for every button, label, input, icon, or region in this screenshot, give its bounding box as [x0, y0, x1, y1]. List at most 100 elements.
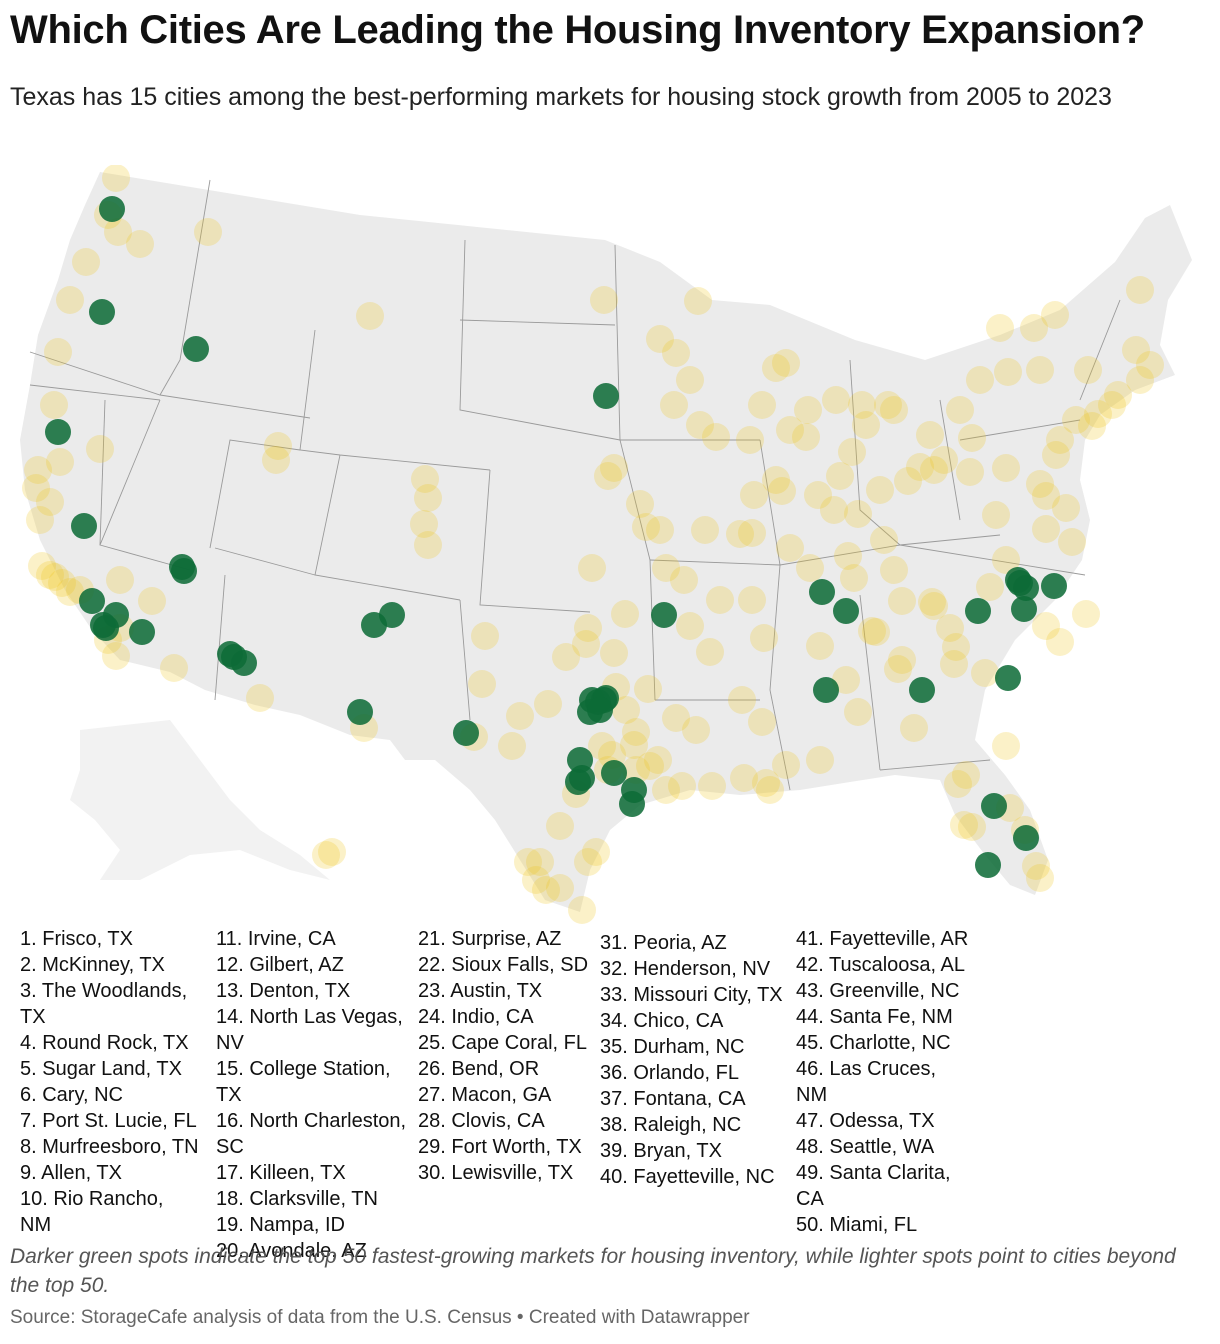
state-border — [879, 759, 991, 771]
other-city-markers — [22, 165, 1164, 924]
legend-item: 25. Cape Coral, FL — [418, 1032, 587, 1054]
city-dot-other — [832, 666, 860, 694]
city-dot-other — [194, 218, 222, 246]
legend-item: 19. Nampa, ID — [216, 1214, 345, 1236]
legend-item: 45. Charlotte, NC — [796, 1032, 951, 1054]
city-dot-other — [936, 614, 964, 642]
city-dot-other — [106, 566, 134, 594]
city-dot-top50 — [1013, 825, 1039, 851]
city-dot-other — [41, 563, 69, 591]
city-dot-other — [644, 746, 672, 774]
state-border — [939, 399, 961, 521]
legend-item: 18. Clarksville, TN — [216, 1188, 378, 1210]
city-dot-other — [24, 456, 52, 484]
city-dot-other — [1104, 381, 1132, 409]
city-dot-top50 — [453, 720, 479, 746]
city-dot-other — [702, 423, 730, 451]
chart-title: Which Cities Are Leading the Housing Inv… — [10, 8, 1145, 52]
city-dot-top50 — [587, 697, 613, 723]
city-dot-other — [1078, 412, 1106, 440]
legend-item: 40. Fayetteville, NC — [600, 1166, 775, 1188]
legend-item: 44. Santa Fe, NM — [796, 1006, 953, 1028]
city-dot-other — [646, 325, 674, 353]
city-dot-other — [138, 587, 166, 615]
legend-item: 4. Round Rock, TX — [20, 1032, 189, 1054]
city-dot-other — [1032, 482, 1060, 510]
city-dot-other — [36, 561, 64, 589]
city-dot-other — [880, 396, 908, 424]
legend-col-2: 11. Irvine, CA 12. Gilbert, AZ 13. Dento… — [216, 926, 411, 1264]
city-dot-other — [894, 467, 922, 495]
city-dot-top50 — [79, 588, 105, 614]
city-dot-top50 — [601, 760, 627, 786]
city-dot-other — [22, 474, 50, 502]
city-dot-other — [986, 314, 1014, 342]
city-dot-other — [1126, 276, 1154, 304]
legend-item: 46. Las Cruces, NM — [796, 1058, 937, 1106]
state-borders — [29, 179, 1121, 791]
city-dot-other — [676, 366, 704, 394]
city-dot-other — [950, 811, 978, 839]
city-dot-other — [622, 718, 650, 746]
city-dot-other — [660, 391, 688, 419]
city-dot-other — [728, 686, 756, 714]
city-dot-other — [534, 690, 562, 718]
legend-item: 3. The Woodlands, TX — [20, 980, 188, 1028]
legend-item: 38. Raleigh, NC — [600, 1114, 742, 1136]
city-dot-other — [506, 702, 534, 730]
legend-item: 9. Allen, TX — [20, 1162, 122, 1184]
city-dot-other — [1052, 494, 1080, 522]
city-dot-other — [1062, 406, 1090, 434]
city-dot-other — [646, 516, 674, 544]
city-dot-other — [930, 446, 958, 474]
city-dot-other — [906, 453, 934, 481]
city-dot-other — [588, 732, 616, 760]
city-dot-top50 — [619, 791, 645, 817]
legend-item: 39. Bryan, TX — [600, 1140, 722, 1162]
city-dot-other — [1022, 852, 1050, 880]
city-dot-other — [56, 578, 84, 606]
city-dot-top50 — [99, 196, 125, 222]
city-dot-other — [56, 286, 84, 314]
city-dot-top50 — [909, 677, 935, 703]
city-dot-other — [1046, 628, 1074, 656]
city-dot-top50 — [651, 602, 677, 628]
state-border — [1079, 299, 1121, 401]
city-dot-other — [1046, 426, 1074, 454]
legend-item: 42. Tuscaloosa, AL — [796, 954, 966, 976]
legend-item: 8. Murfreesboro, TN — [20, 1136, 199, 1158]
city-dot-other — [698, 772, 726, 800]
city-dot-top50 — [569, 765, 595, 791]
city-dot-other — [772, 349, 800, 377]
legend-item: 13. Denton, TX — [216, 980, 351, 1002]
city-dot-other — [44, 338, 72, 366]
city-dot-other — [102, 165, 130, 192]
city-dot-other — [1098, 391, 1126, 419]
legend-item: 5. Sugar Land, TX — [20, 1058, 182, 1080]
city-dot-other — [696, 638, 724, 666]
city-dot-other — [264, 432, 292, 460]
map-note: Darker green spots indicate the top 50 f… — [10, 1245, 1176, 1297]
city-dot-other — [958, 424, 986, 452]
legend-item: 26. Bend, OR — [418, 1058, 540, 1080]
city-dot-other — [676, 612, 704, 640]
legend-item: 28. Clovis, CA — [418, 1110, 545, 1132]
city-dot-other — [622, 756, 650, 784]
city-dot-other — [730, 764, 758, 792]
city-dot-other — [862, 618, 890, 646]
city-dot-other — [920, 592, 948, 620]
city-dot-other — [820, 496, 848, 524]
city-dot-other — [532, 876, 560, 904]
city-dot-other — [691, 516, 719, 544]
city-dot-other — [498, 732, 526, 760]
city-dot-other — [526, 848, 554, 876]
city-dot-other — [971, 659, 999, 687]
city-dot-other — [796, 554, 824, 582]
legend-item: 33. Missouri City, TX — [600, 984, 783, 1006]
city-dot-other — [822, 386, 850, 414]
city-dot-other — [410, 510, 438, 538]
city-dot-other — [1020, 314, 1048, 342]
city-dot-other — [874, 391, 902, 419]
city-dot-other — [748, 708, 776, 736]
city-dot-other — [126, 230, 154, 258]
